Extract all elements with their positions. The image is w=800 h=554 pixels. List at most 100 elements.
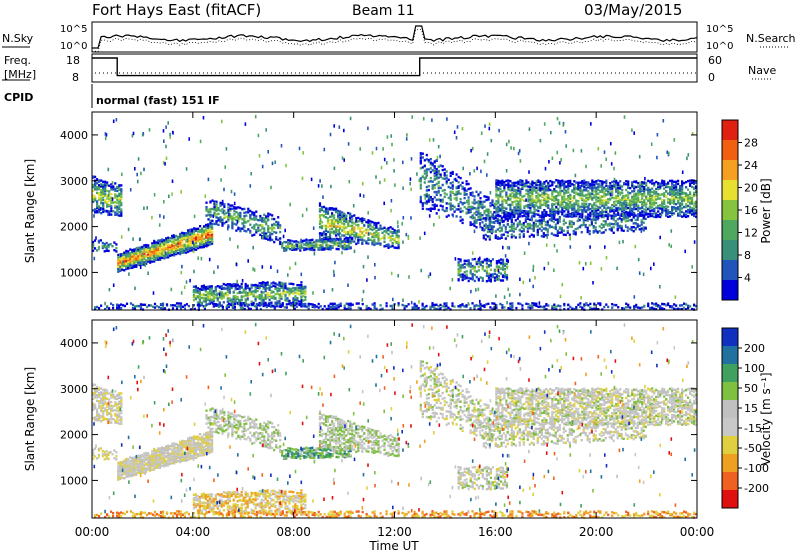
power-cell	[141, 245, 144, 249]
power-cell	[165, 253, 168, 257]
power-cell	[489, 273, 492, 276]
power-cell	[228, 287, 231, 291]
power-cell	[322, 224, 326, 227]
power-cell	[253, 227, 256, 230]
power-cell	[244, 300, 247, 303]
power-cell	[679, 210, 682, 214]
power-cell	[322, 230, 326, 234]
power-cell	[359, 219, 362, 223]
power-cell	[489, 280, 492, 283]
power-cell	[589, 214, 592, 217]
power-cell	[333, 232, 336, 235]
power-cell	[441, 200, 444, 203]
power-cell	[497, 210, 500, 213]
power-cell	[602, 215, 605, 219]
power-cell	[209, 215, 212, 218]
power-cell	[493, 206, 496, 210]
power-cell	[592, 226, 595, 229]
power-cell	[606, 215, 609, 218]
power-cell	[379, 227, 382, 230]
power-cell	[249, 209, 252, 213]
power-cell	[341, 218, 344, 221]
power-cell	[147, 253, 150, 256]
power-cell	[505, 201, 508, 204]
power-cell	[143, 248, 146, 252]
power-cell	[671, 189, 674, 192]
power-cell	[618, 224, 621, 228]
power-cell	[473, 220, 476, 223]
power-cell	[104, 201, 107, 204]
power-cell	[129, 254, 132, 257]
power-cell	[248, 287, 251, 290]
power-cell	[535, 204, 538, 207]
power-cell	[431, 302, 434, 305]
power-cell	[479, 191, 482, 194]
power-cell	[439, 303, 442, 307]
power-cell	[439, 204, 442, 207]
power-cell	[556, 150, 559, 155]
power-cell	[519, 203, 522, 206]
power-cell	[592, 218, 595, 222]
power-cell	[177, 247, 180, 250]
power-cell	[687, 306, 690, 310]
power-cell	[628, 213, 630, 218]
power-cell	[504, 225, 507, 229]
power-cell	[267, 212, 270, 215]
power-cell	[258, 287, 261, 290]
power-cell	[381, 231, 384, 234]
power-cell	[548, 224, 551, 227]
power-cell	[582, 223, 585, 226]
power-cell	[300, 305, 303, 308]
power-cell	[459, 258, 462, 261]
power-cell	[585, 189, 588, 192]
power-cell	[429, 307, 432, 310]
power-cell	[193, 230, 196, 233]
power-cell	[329, 305, 332, 309]
power-cell	[445, 215, 448, 218]
power-cell	[320, 213, 324, 217]
power-cell	[147, 245, 150, 249]
power-cell	[291, 246, 294, 249]
power-cell	[193, 214, 196, 219]
power-cell	[573, 213, 576, 216]
power-cell	[627, 186, 630, 189]
power-cell	[257, 219, 260, 222]
power-cell	[383, 234, 386, 237]
power-cell	[471, 267, 474, 270]
power-cell	[605, 303, 608, 306]
power-cell	[459, 215, 462, 219]
power-cell	[586, 228, 589, 232]
power-cell	[282, 289, 285, 292]
power-cell	[506, 234, 509, 238]
power-cell	[579, 305, 582, 308]
power-cell	[335, 229, 338, 232]
power-cell	[497, 265, 501, 268]
power-cell	[207, 213, 210, 217]
power-cell	[625, 180, 628, 183]
power-cell	[498, 226, 501, 229]
power-cell	[604, 214, 607, 217]
power-cell	[192, 290, 195, 293]
power-cell	[535, 186, 538, 190]
power-cell	[463, 271, 466, 274]
power-cell	[559, 184, 562, 187]
power-cell	[583, 303, 586, 306]
power-cell	[100, 179, 103, 182]
power-cell	[471, 207, 474, 210]
power-cell	[479, 216, 482, 219]
power-cell	[677, 179, 680, 183]
power-cell	[511, 203, 514, 206]
power-cell	[657, 184, 660, 187]
power-cell	[329, 222, 332, 225]
power-cell	[501, 260, 505, 264]
power-cell	[671, 208, 674, 211]
power-cell	[135, 264, 138, 267]
power-cell	[581, 306, 584, 309]
power-cell	[493, 302, 496, 305]
power-cell	[685, 308, 688, 311]
power-cell	[687, 208, 690, 212]
power-cell	[373, 231, 376, 235]
power-cell	[484, 238, 487, 241]
power-cell	[367, 238, 370, 242]
power-cell	[171, 243, 174, 247]
